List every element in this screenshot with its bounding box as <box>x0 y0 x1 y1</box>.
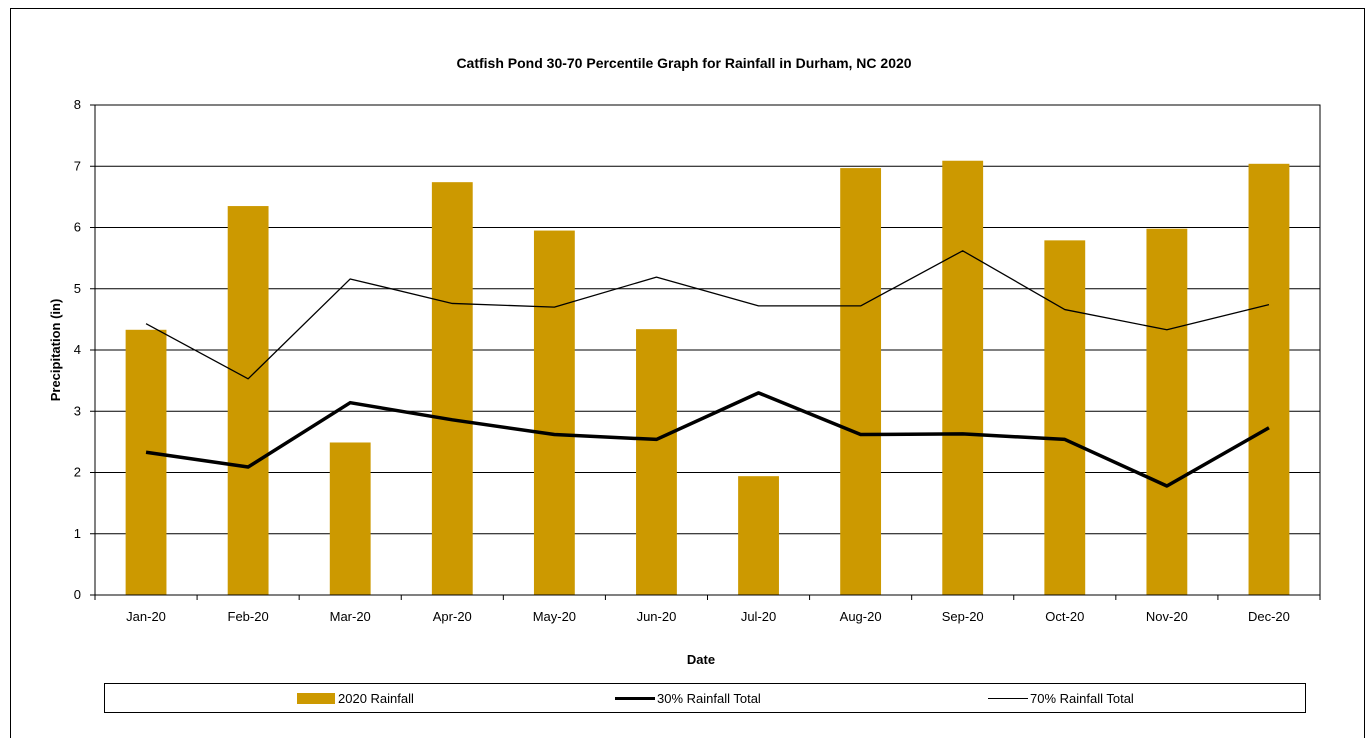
x-axis-ticks: Jan-20 Feb-20 Mar-20 Apr-20 May-20 Jun-20 Jul-… <box>94 595 1321 624</box>
bar-2020-rainfall <box>431 182 473 596</box>
y-tick-label: 0 <box>74 587 81 602</box>
y-tick-label: 4 <box>74 342 81 357</box>
y-tick-label: 1 <box>74 526 81 541</box>
legend-swatch-thin-line <box>988 697 1028 699</box>
bar-2020-rainfall <box>1146 228 1188 595</box>
x-tick-label: Nov-20 <box>1146 609 1188 624</box>
x-tick-label: Aug-20 <box>840 609 882 624</box>
y-axis-label: Precipitation (in) <box>48 299 63 402</box>
x-tick-label: May-20 <box>533 609 576 624</box>
x-tick-label: Jul-20 <box>741 609 776 624</box>
x-tick-label: Dec-20 <box>1248 609 1290 624</box>
x-tick-label: Feb-20 <box>228 609 269 624</box>
line-series <box>145 250 1270 488</box>
x-tick-label: Jan-20 <box>126 609 166 624</box>
chart-frame <box>10 8 1365 738</box>
legend-label: 70% Rainfall Total <box>1030 690 1134 706</box>
legend-swatch-bar <box>297 692 335 704</box>
line-70-percent-rainfall <box>145 250 1270 380</box>
bar-2020-rainfall <box>636 329 677 595</box>
bar-2020-rainfall <box>533 230 575 595</box>
legend: 2020 Rainfall 30% Rainfall Total 70% Rai… <box>104 683 1306 713</box>
bar-2020-rainfall <box>840 168 882 595</box>
bar-2020-rainfall <box>227 206 269 595</box>
x-tick-label: Mar-20 <box>330 609 371 624</box>
bar-2020-rainfall <box>125 329 167 595</box>
y-tick-label: 8 <box>74 97 81 112</box>
chart-title: Catfish Pond 30-70 Percentile Graph for … <box>456 55 911 71</box>
bar-series <box>125 160 1290 596</box>
y-tick-label: 3 <box>74 403 81 418</box>
y-tick-label: 6 <box>74 220 81 235</box>
gridlines <box>95 104 1320 596</box>
x-axis-label: Date <box>687 652 715 667</box>
y-tick-label: 7 <box>74 158 81 173</box>
legend-item-2020-rainfall: 2020 Rainfall <box>297 684 414 712</box>
legend-item-30-rainfall-total: 30% Rainfall Total <box>615 684 761 712</box>
x-tick-label: Sep-20 <box>942 609 984 624</box>
legend-item-70-rainfall-total: 70% Rainfall Total <box>988 684 1134 712</box>
line-30-percent-rainfall <box>145 391 1270 488</box>
x-tick-label: Oct-20 <box>1045 609 1084 624</box>
y-tick-label: 5 <box>74 281 81 296</box>
y-axis-ticks: 0 1 2 3 4 5 6 7 8 <box>74 97 95 602</box>
legend-label: 30% Rainfall Total <box>657 690 761 706</box>
bar-2020-rainfall <box>1044 240 1086 596</box>
bar-2020-rainfall <box>738 476 779 595</box>
x-tick-label: Jun-20 <box>637 609 677 624</box>
bar-2020-rainfall <box>329 442 371 595</box>
legend-swatch-thick-line <box>615 696 655 700</box>
bar-2020-rainfall <box>942 160 984 596</box>
y-tick-label: 2 <box>74 465 81 480</box>
legend-label: 2020 Rainfall <box>338 690 414 706</box>
bar-2020-rainfall <box>1248 163 1290 596</box>
x-tick-label: Apr-20 <box>433 609 472 624</box>
